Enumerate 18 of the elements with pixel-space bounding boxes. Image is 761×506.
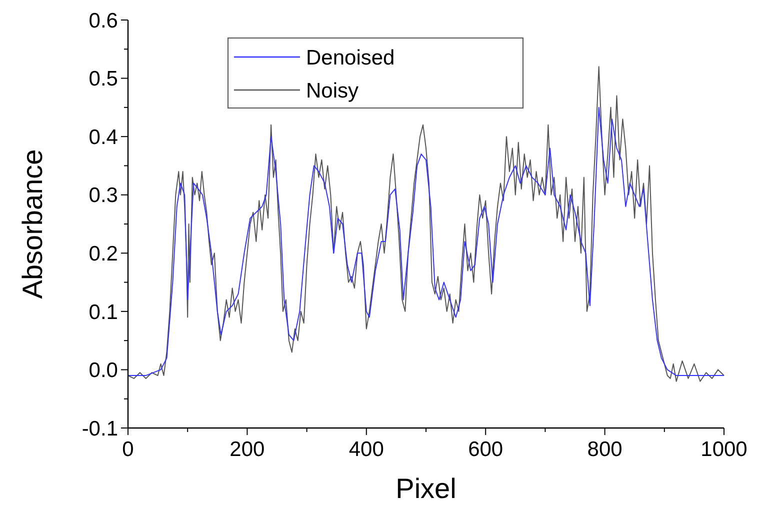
x-tick-label: 600 (468, 438, 504, 461)
y-tick-label: 0.4 (88, 126, 118, 149)
x-tick-label: 200 (230, 438, 265, 461)
x-tick-label: 400 (348, 438, 384, 461)
y-tick-label: 0.6 (88, 9, 118, 32)
y-axis-title: Absorbance (17, 149, 48, 299)
x-tick-label: 800 (587, 438, 622, 461)
y-tick-label: 0.0 (88, 359, 118, 382)
y-tick-label: 0.5 (88, 68, 118, 91)
x-axis-title: Pixel (396, 473, 456, 504)
x-tick-label: 1000 (700, 438, 748, 461)
legend-label: Denoised (306, 46, 395, 70)
y-tick-label: -0.1 (82, 417, 118, 440)
y-tick-label: 0.3 (88, 184, 118, 208)
y-tick-label: 0.1 (88, 300, 118, 324)
x-tick-label: 0 (122, 438, 134, 461)
y-tick-label: 0.2 (88, 242, 118, 266)
legend-label: Noisy (306, 79, 360, 102)
